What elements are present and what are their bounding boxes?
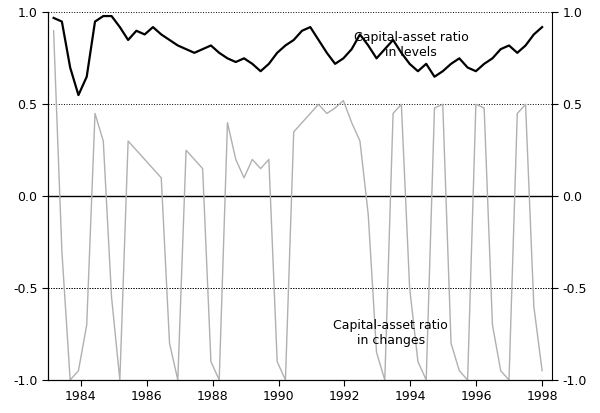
Text: Capital-asset ratio
in levels: Capital-asset ratio in levels xyxy=(353,31,468,59)
Text: Capital-asset ratio
in changes: Capital-asset ratio in changes xyxy=(334,319,448,347)
